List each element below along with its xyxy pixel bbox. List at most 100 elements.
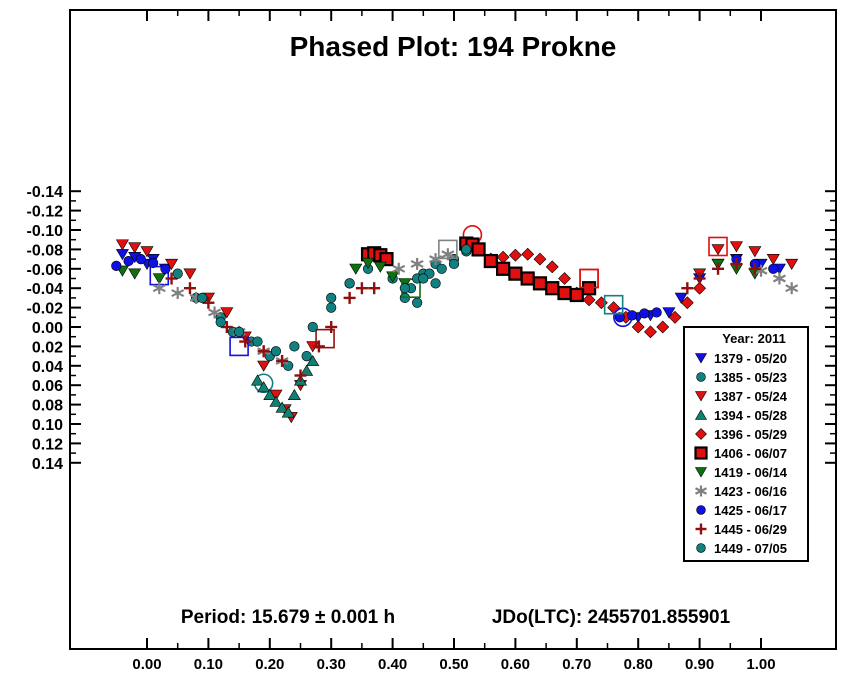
y-tick-label: 0.06: [32, 378, 63, 395]
asterisk-stroke: [754, 266, 768, 275]
legend-label: 1449 - 07/05: [714, 541, 787, 556]
data-point: [183, 282, 196, 295]
data-point: [680, 296, 694, 310]
data-point: [326, 292, 337, 304]
data-point: [436, 263, 447, 274]
y-tick-label: -0.10: [27, 223, 64, 240]
legend-marker: [694, 467, 708, 478]
jdo-annotation: JDo(LTC): 2455701.855901: [492, 607, 731, 628]
legend-marker: [696, 505, 706, 515]
data-point: [160, 263, 171, 274]
data-point: [471, 242, 486, 257]
legend-label: 1394 - 05/28: [714, 408, 787, 423]
data-point: [712, 262, 725, 275]
data-point: [569, 287, 584, 303]
data-point: [220, 321, 233, 333]
data-point: [748, 262, 761, 275]
data-point: [532, 276, 548, 291]
legend-title: Year: 2011: [722, 331, 786, 346]
legend: Year: 2011 1379 - 05/20 1385 - 05/23 1387 …: [683, 326, 809, 562]
data-point: [651, 307, 662, 318]
data-point: [545, 260, 559, 274]
data-point: [140, 246, 154, 258]
data-point: [281, 406, 295, 418]
y-axis: -0.14 -0.12 -0.10 -0.08 -0.06 -0.04 -0.02 0.00 0…: [27, 184, 836, 473]
data-point: [785, 282, 799, 295]
data-point: [294, 369, 307, 382]
data-point: [614, 312, 625, 323]
y-tick-label: 0.10: [32, 417, 63, 434]
data-point: [183, 268, 197, 280]
legend-label: 1445 - 06/29: [714, 522, 787, 537]
legend-marker: [696, 372, 706, 382]
data-point: [208, 306, 222, 319]
data-point: [768, 263, 779, 274]
data-point: [289, 341, 300, 352]
legend-label: 1385 - 05/23: [714, 370, 787, 385]
data-point: [483, 253, 498, 269]
data-point: [312, 340, 325, 353]
epoch-zero-box: [438, 239, 458, 260]
data-point: [748, 246, 762, 258]
data-point: [766, 254, 780, 266]
data-point: [496, 261, 511, 276]
data-point: [276, 354, 289, 367]
legend-label: 1425 - 06/17: [714, 503, 787, 518]
asterisk-stroke: [695, 487, 707, 495]
y-tick-label: -0.14: [27, 184, 64, 201]
series-9: [165, 257, 761, 382]
data-point: [152, 273, 166, 285]
data-point: [287, 388, 301, 401]
legend-marker: [694, 409, 708, 420]
y-tick-label: -0.04: [27, 281, 64, 298]
data-point: [252, 336, 263, 347]
data-point: [165, 272, 178, 285]
data-point: [399, 283, 410, 294]
data-point: [349, 263, 363, 275]
data-point: [558, 272, 571, 285]
data-point: [343, 291, 356, 304]
data-points: [111, 225, 799, 424]
data-point: [521, 247, 535, 261]
data-point: [545, 281, 560, 296]
data-point: [306, 354, 320, 367]
data-point: [148, 257, 159, 269]
legend-box: [683, 326, 809, 562]
data-point: [165, 258, 179, 270]
series-8: [111, 254, 779, 357]
x-tick-label: 0.10: [194, 656, 223, 673]
data-point: [711, 244, 725, 256]
x-tick-label: 0.30: [317, 656, 346, 673]
asterisk-stroke: [152, 284, 166, 293]
data-point: [681, 282, 694, 295]
asterisk-stroke: [392, 264, 406, 273]
legend-label: 1406 - 06/07: [714, 446, 787, 461]
data-point: [257, 345, 270, 358]
legend-label: 1387 - 05/24: [714, 389, 788, 404]
data-point: [307, 321, 318, 333]
data-point: [785, 258, 799, 270]
data-point: [220, 307, 234, 319]
y-tick-label: -0.02: [27, 301, 64, 318]
legend-marker: [695, 523, 707, 535]
data-point: [257, 360, 271, 372]
data-point: [418, 273, 429, 284]
data-point: [215, 317, 226, 328]
y-tick-label: -0.12: [27, 204, 64, 221]
data-point: [533, 252, 547, 266]
data-point: [412, 297, 423, 308]
data-point: [582, 293, 596, 307]
data-point: [171, 287, 185, 300]
epoch-zero-box: [315, 328, 335, 349]
epoch-zero-box: [579, 268, 599, 289]
data-point: [693, 272, 706, 285]
legend-label: 1379 - 05/20: [714, 351, 787, 366]
asterisk-stroke: [785, 284, 799, 293]
data-point: [674, 292, 688, 304]
x-tick-label: 0.50: [439, 656, 468, 673]
data-point: [239, 335, 252, 348]
data-point: [111, 260, 122, 271]
epoch-zero-box: [229, 336, 249, 357]
data-point: [368, 282, 381, 295]
